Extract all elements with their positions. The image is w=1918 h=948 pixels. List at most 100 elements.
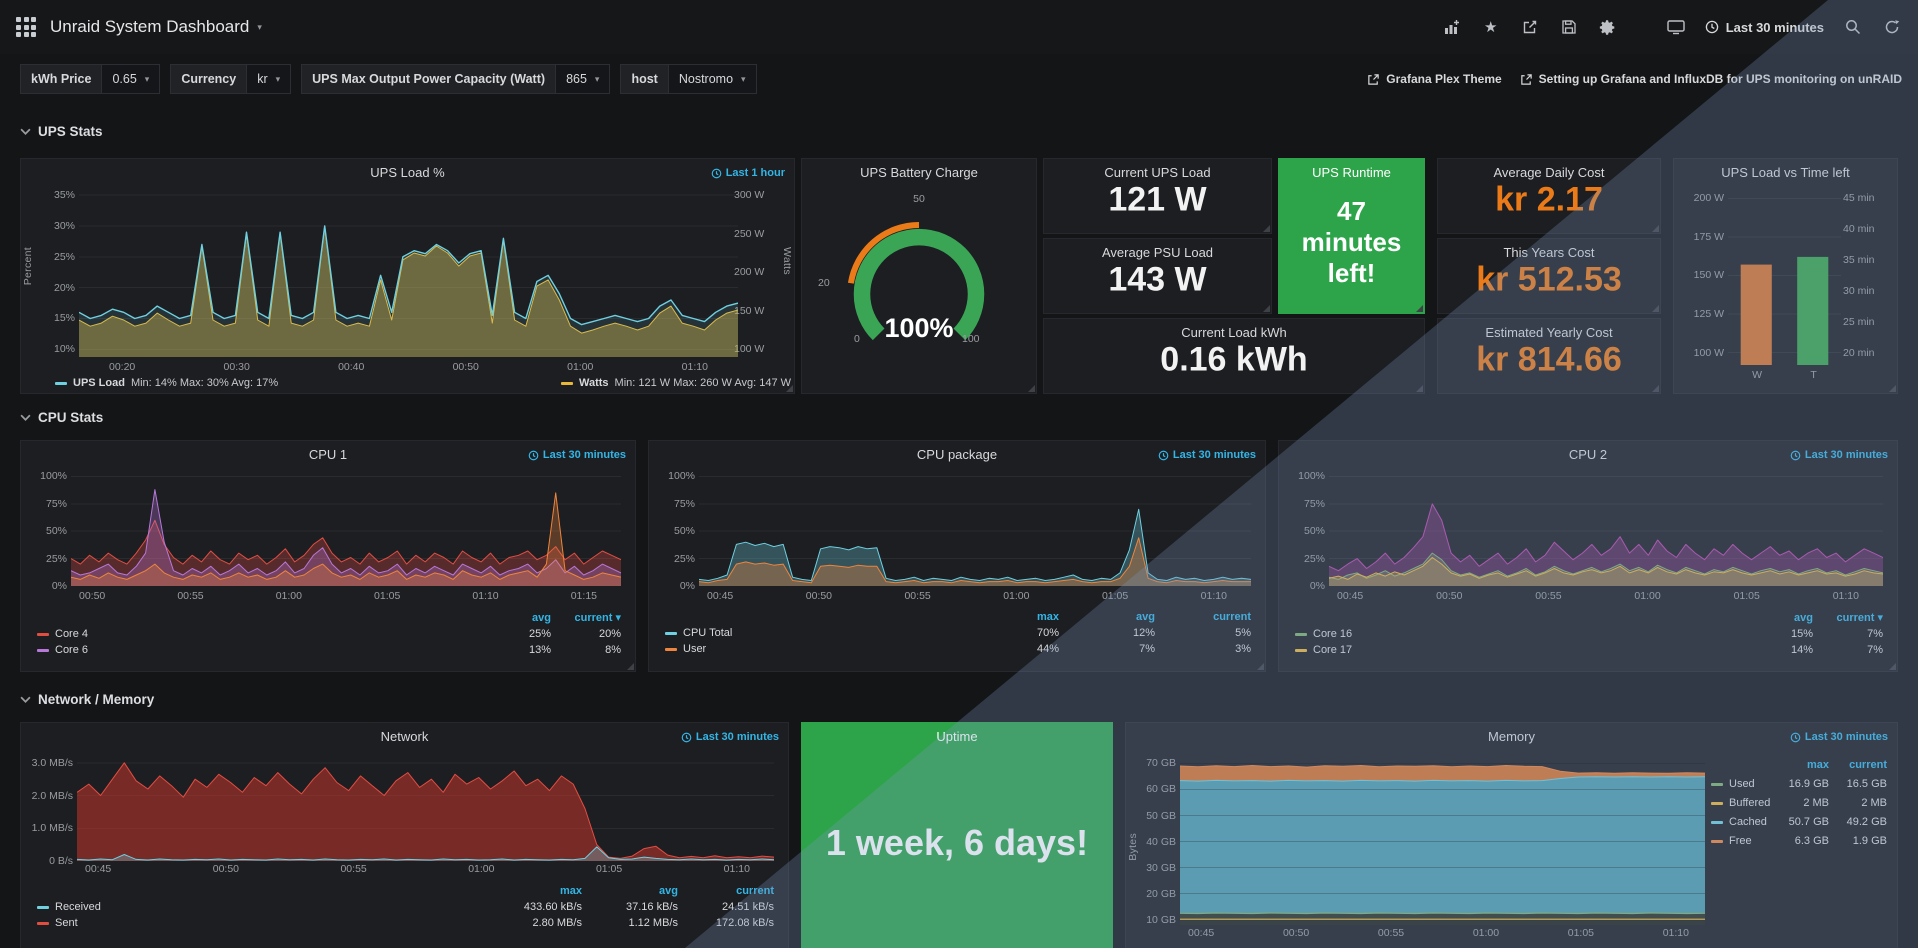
- panel-title[interactable]: UPS Battery Charge: [860, 165, 978, 180]
- panel-title[interactable]: Current UPS Load: [1104, 165, 1211, 180]
- gauge-tick-100: 100: [962, 333, 980, 345]
- chevron-down-icon: ▾: [741, 73, 746, 84]
- dashboard-title[interactable]: Unraid System Dashboard ▾: [50, 17, 262, 37]
- cpu-package-chart[interactable]: [699, 471, 1251, 586]
- stat-value: kr 814.66: [1476, 340, 1622, 379]
- add-panel-icon[interactable]: [1442, 17, 1462, 37]
- battery-gauge: 0 20 50 100 100%: [802, 189, 1036, 385]
- link-grafana-plex-theme[interactable]: Grafana Plex Theme: [1367, 72, 1502, 86]
- variable-value-dropdown[interactable]: 0.65 ▾: [101, 65, 160, 93]
- panel-title[interactable]: Average Daily Cost: [1493, 165, 1605, 180]
- legend-header-current[interactable]: current ▾: [1836, 612, 1883, 624]
- panel-title[interactable]: Uptime: [936, 729, 978, 744]
- variable-label: UPS Max Output Power Capacity (Watt): [312, 72, 546, 86]
- panel-title[interactable]: This Years Cost: [1503, 245, 1595, 260]
- legend-series-cached[interactable]: Cached: [1711, 816, 1771, 828]
- cpu2-chart[interactable]: [1329, 471, 1883, 586]
- legend-series-sent[interactable]: Sent: [37, 917, 476, 929]
- share-icon[interactable]: [1520, 17, 1540, 37]
- ups-load-chart[interactable]: [79, 189, 738, 357]
- legend-series-user[interactable]: User: [665, 643, 953, 655]
- panel-current-load-kwh: Current Load kWh 0.16 kWh: [1043, 318, 1425, 394]
- legend-header-avg[interactable]: avg: [659, 885, 678, 897]
- legend-header-avg[interactable]: avg: [1794, 611, 1813, 624]
- x-axis: 00:45 00:50 00:55 01:00 01:05 01:10: [1337, 590, 1859, 602]
- legend-series-core17[interactable]: Core 17: [1295, 644, 1749, 656]
- legend-series-free[interactable]: Free: [1711, 835, 1771, 847]
- y-axis-left: 200 W 175 W 150 W 125 W 100 W: [1693, 192, 1724, 359]
- variable-kwh-price: kWh Price 0.65 ▾: [20, 64, 161, 94]
- legend-header-current[interactable]: current: [1213, 611, 1251, 623]
- row-header-network-memory[interactable]: Network / Memory: [20, 692, 154, 707]
- refresh-icon[interactable]: [1882, 17, 1902, 37]
- panel-title[interactable]: Memory: [1488, 729, 1535, 744]
- gauge-tick-0: 0: [854, 333, 860, 345]
- x-axis: 00:45 00:50 00:55 01:00 01:05 01:10: [707, 590, 1227, 602]
- time-range-picker[interactable]: Last 30 minutes: [1705, 20, 1824, 35]
- legend-header-avg[interactable]: avg: [1136, 611, 1155, 623]
- chevron-down-icon: [20, 128, 31, 135]
- row-header-cpu-stats[interactable]: CPU Stats: [20, 410, 103, 425]
- series-swatch: [1295, 648, 1307, 652]
- y-axis-left: 35% 30% 25% 20% 15% 10%: [53, 189, 75, 356]
- memory-chart[interactable]: [1180, 753, 1705, 925]
- legend-series-core6[interactable]: Core 6: [37, 644, 487, 656]
- legend-series-received[interactable]: Received: [37, 901, 476, 913]
- panel-title[interactable]: Estimated Yearly Cost: [1485, 325, 1613, 340]
- legend-header-max[interactable]: max: [1036, 611, 1059, 623]
- legend-header-current[interactable]: current: [1849, 759, 1887, 771]
- panel-title[interactable]: CPU package: [916, 447, 998, 462]
- time-range-badge: Last 30 minutes: [528, 449, 626, 461]
- x-axis: 00:45 00:50 00:55 01:00 01:05 01:10: [85, 863, 750, 875]
- legend-header-max[interactable]: max: [1806, 759, 1829, 771]
- row-header-ups-stats[interactable]: UPS Stats: [20, 124, 103, 139]
- legend-value: 1.9 GB: [1852, 835, 1887, 847]
- clock-icon: [528, 450, 539, 460]
- legend-header-current[interactable]: current: [736, 885, 774, 897]
- link-grafana-influxdb-guide[interactable]: Setting up Grafana and InfluxDB for UPS …: [1520, 72, 1902, 86]
- panel-title[interactable]: UPS Runtime: [1312, 165, 1391, 180]
- legend-series-core16[interactable]: Core 16: [1295, 628, 1749, 640]
- ups-bar-chart[interactable]: [1728, 189, 1841, 365]
- legend-series-used[interactable]: Used: [1711, 778, 1771, 790]
- cpu1-chart[interactable]: [71, 471, 621, 586]
- apps-grid-icon[interactable]: [16, 17, 36, 37]
- variable-host: host Nostromo ▾: [620, 64, 757, 94]
- legend-value: 2 MB: [1803, 797, 1829, 809]
- panel-title[interactable]: CPU 2: [1568, 447, 1608, 462]
- variable-value-dropdown[interactable]: 865 ▾: [555, 65, 610, 93]
- save-icon[interactable]: [1559, 17, 1579, 37]
- legend-header-current[interactable]: current ▾: [574, 612, 621, 624]
- tv-cycle-icon[interactable]: [1666, 17, 1686, 37]
- variable-value-dropdown[interactable]: Nostromo ▾: [667, 65, 756, 93]
- legend-value: 5%: [1235, 627, 1251, 639]
- network-chart[interactable]: [77, 753, 774, 861]
- zoom-out-icon[interactable]: [1843, 17, 1863, 37]
- legend-header-max[interactable]: max: [559, 885, 582, 897]
- legend-series-ups-load[interactable]: UPS Load Min: 14% Max: 30% Avg: 17%: [55, 377, 278, 389]
- series-swatch: [1711, 839, 1723, 843]
- time-range-badge: Last 30 minutes: [1790, 449, 1888, 461]
- legend: avg current ▾ Core 4 25% 20% Core 6 13% …: [37, 611, 621, 656]
- y-axis-left: 100% 75% 50% 25% 0%: [40, 470, 67, 592]
- panel-title[interactable]: UPS Load vs Time left: [1721, 165, 1850, 180]
- panel-title[interactable]: CPU 1: [308, 447, 348, 462]
- legend-value: 7%: [1867, 644, 1883, 656]
- legend-series-buffered[interactable]: Buffered: [1711, 797, 1771, 809]
- legend-header-avg[interactable]: avg: [532, 611, 551, 624]
- panel-title[interactable]: UPS Load %: [370, 165, 445, 180]
- stat-value: 121 W: [1108, 180, 1207, 219]
- panel-title[interactable]: Average PSU Load: [1101, 245, 1214, 260]
- gear-icon[interactable]: [1598, 17, 1618, 37]
- legend-series-cpu-total[interactable]: CPU Total: [665, 627, 953, 639]
- panel-title[interactable]: Current Load kWh: [1181, 325, 1287, 340]
- variable-value-dropdown[interactable]: kr ▾: [246, 65, 291, 93]
- legend-value: 12%: [1132, 627, 1155, 639]
- gauge-tick-50: 50: [913, 193, 925, 205]
- legend-value: 7%: [1867, 628, 1883, 640]
- star-icon[interactable]: ★: [1484, 18, 1498, 36]
- legend-series-core4[interactable]: Core 4: [37, 628, 487, 640]
- panel-title[interactable]: Network: [380, 729, 429, 744]
- panel-ups-runtime: UPS Runtime 47 minutes left!: [1278, 158, 1425, 314]
- legend-series-watts[interactable]: Watts Min: 121 W Max: 260 W Avg: 147 W: [561, 377, 791, 389]
